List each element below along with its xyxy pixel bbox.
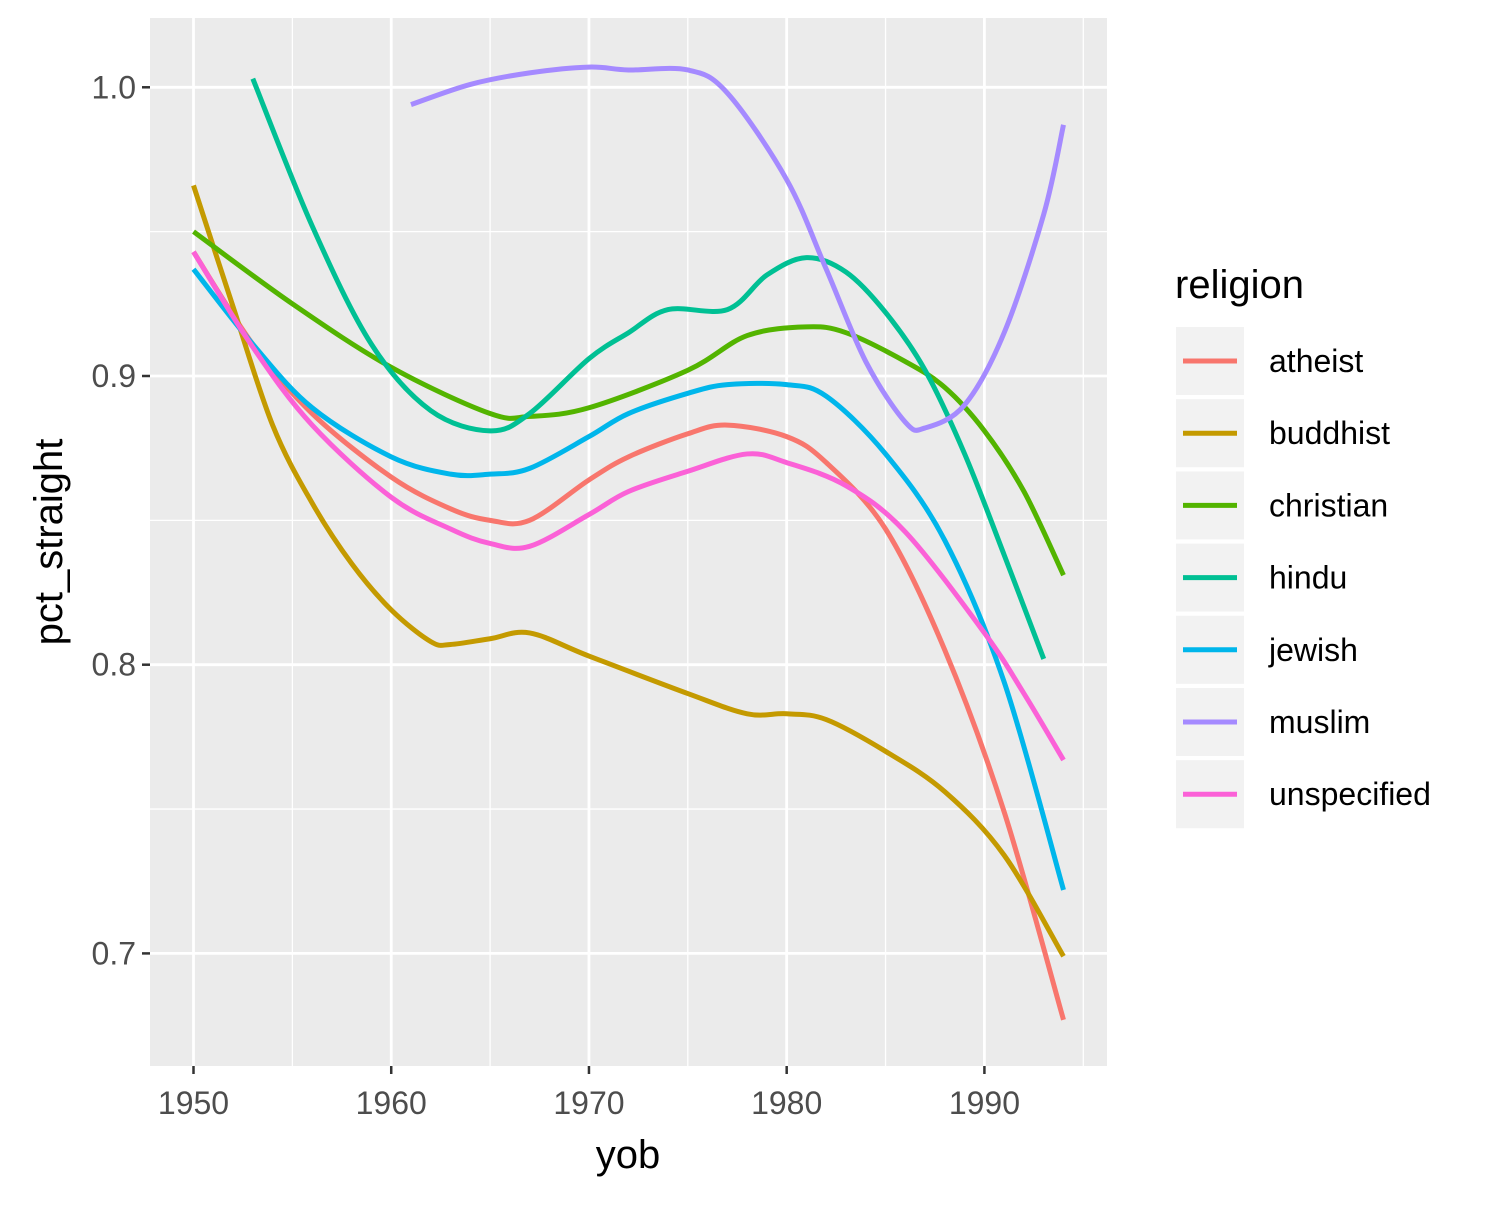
legend-label-muslim: muslim [1269,704,1370,740]
series-line-atheist [191,250,1066,1021]
series-line-muslim [410,64,1066,433]
x-tick-label: 1990 [949,1085,1020,1121]
y-tick-label: 1.0 [92,69,136,105]
legend-label-hindu: hindu [1269,560,1347,596]
series-line-christian [192,229,1066,577]
x-tick-label: 1970 [553,1085,624,1121]
legend-title: religion [1175,263,1304,307]
legend-label-christian: christian [1269,487,1388,523]
legend: religion atheist buddhist christian hindu je… [1175,263,1431,829]
series-line-buddhist [191,184,1066,958]
y-axis: 0.7 0.8 0.9 1.0 [92,69,150,971]
series-lines [191,64,1066,1021]
y-axis-title: pct_straight [27,439,71,646]
y-tick-label: 0.7 [92,935,136,971]
x-tick-label: 1950 [158,1085,229,1121]
legend-label-atheist: atheist [1269,343,1363,379]
series-line-unspecified [191,250,1066,762]
legend-items: atheist buddhist christian hindu jewish musli… [1176,327,1431,829]
x-axis-title: yob [596,1133,661,1177]
series-line-hindu [250,77,1047,660]
series-line-jewish [191,267,1066,891]
x-axis: 1950 1960 1970 1980 1990 [158,1066,1020,1121]
x-tick-label: 1980 [751,1085,822,1121]
y-tick-label: 0.9 [92,358,136,394]
x-tick-label: 1960 [356,1085,427,1121]
legend-label-buddhist: buddhist [1269,415,1390,451]
legend-label-jewish: jewish [1268,632,1358,668]
legend-label-unspecified: unspecified [1269,776,1431,812]
y-tick-label: 0.8 [92,647,136,683]
